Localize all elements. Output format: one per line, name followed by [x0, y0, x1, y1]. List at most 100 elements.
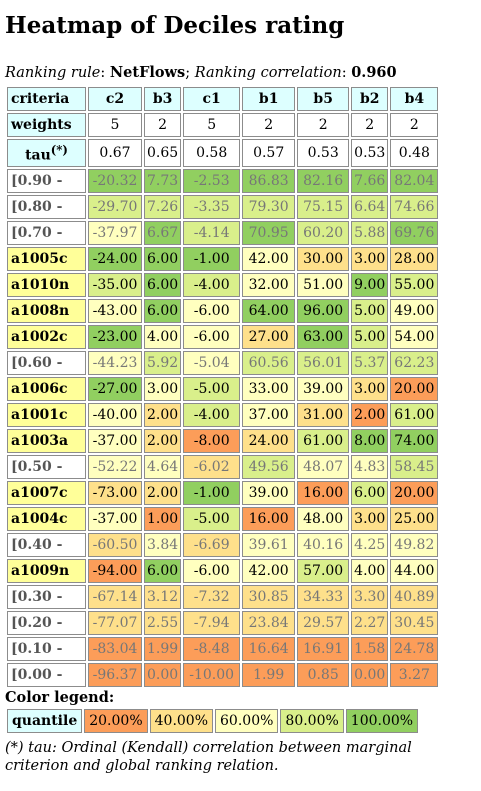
quantile-row: [0.70 - -37.97 6.67 -4.14 70.95 60.20 5.88 69.7…: [7, 220, 439, 245]
heatmap-cell: 3.00: [144, 376, 182, 401]
heatmap-cell: 3.00: [351, 246, 389, 271]
heatmap-cell: 3.30: [351, 584, 389, 609]
heatmap-cell: 28.00: [390, 246, 439, 271]
heatmap-cell: 39.00: [297, 376, 350, 401]
heatmap-cell: 51.00: [297, 272, 350, 297]
heatmap-cell: 0.00: [144, 662, 182, 687]
heatmap-cell: -2.53: [183, 168, 241, 193]
heatmap-cell: 56.01: [297, 350, 350, 375]
legend-swatch: 20.00%: [84, 709, 148, 733]
heatmap-cell: 82.04: [390, 168, 439, 193]
heatmap-cell: -10.00: [183, 662, 241, 687]
criterion-c1: c1: [183, 87, 241, 111]
color-legend: quantile 20.00% 40.00% 60.00% 80.00% 100.00%: [5, 707, 420, 735]
alternative-row: a1004c -37.00 1.00 -5.00 16.00 48.00 3.00 25.00: [7, 506, 439, 531]
heatmap-cell: 1.99: [144, 636, 182, 661]
legend-swatch: 100.00%: [345, 709, 419, 733]
quantile-row: [0.60 - -44.23 5.92 -5.04 60.56 56.01 5.37 62.2…: [7, 350, 439, 375]
heatmap-cell: -94.00: [88, 558, 142, 583]
heatmap-cell: -29.70: [88, 194, 142, 219]
quantile-row: [0.90 - -20.32 7.73 -2.53 86.83 82.16 7.66 82.0…: [7, 168, 439, 193]
tau-label-text: tau: [25, 147, 51, 164]
heatmap-cell: 58.45: [390, 454, 439, 479]
weight-value: 2: [144, 113, 182, 137]
heatmap-cell: 6.00: [144, 298, 182, 323]
quantile-row: [0.80 - -29.70 7.26 -3.35 79.30 75.15 6.64 74.6…: [7, 194, 439, 219]
legend-label: quantile: [7, 709, 83, 733]
heatmap-cell: 2.00: [144, 480, 182, 505]
heatmap-cell: -4.14: [183, 220, 241, 245]
quantile-label: [0.70 -: [7, 220, 86, 245]
quantile-row: [0.40 - -60.50 3.84 -6.69 39.61 40.16 4.25 49.8…: [7, 532, 439, 557]
heatmap-cell: 57.00: [297, 558, 350, 583]
criterion-b1: b1: [242, 87, 296, 111]
heatmap-cell: 49.82: [390, 532, 439, 557]
heatmap-cell: -96.37: [88, 662, 142, 687]
legend-title: Color legend:: [5, 689, 115, 706]
heatmap-cell: 96.00: [297, 298, 350, 323]
heatmap-cell: -73.00: [88, 480, 142, 505]
quantile-row: [0.00 - -96.37 0.00 -10.00 1.99 0.85 0.00 3.27: [7, 662, 439, 687]
heatmap-cell: 32.00: [242, 272, 296, 297]
criteria-header-row: criteria c2 b3 c1 b1 b5 b2 b4: [7, 87, 439, 111]
heatmap-cell: 25.00: [390, 506, 439, 531]
heatmap-cell: 9.00: [351, 272, 389, 297]
heatmap-cell: 49.56: [242, 454, 296, 479]
tau-value: 0.48: [390, 139, 439, 167]
alternative-row: a1002c -23.00 4.00 -6.00 27.00 63.00 5.00 54.00: [7, 324, 439, 349]
ranking-info: Ranking rule: NetFlows; Ranking correlat…: [5, 64, 397, 81]
heatmap-cell: 31.00: [297, 402, 350, 427]
heatmap-cell: -6.00: [183, 558, 241, 583]
heatmap-cell: 74.00: [390, 428, 439, 453]
weights-row: weights 5 2 5 2 2 2 2: [7, 113, 439, 137]
alternative-label: a1009n: [7, 558, 86, 583]
ranking-corr-value: 0.960: [351, 64, 397, 81]
quantile-row: [0.10 - -83.04 1.99 -8.48 16.64 16.91 1.58 24.7…: [7, 636, 439, 661]
heatmap-cell: -23.00: [88, 324, 142, 349]
heatmap-cell: 7.73: [144, 168, 182, 193]
heatmap-cell: 2.00: [144, 428, 182, 453]
alternative-row: a1005c -24.00 6.00 -1.00 42.00 30.00 3.00 28.00: [7, 246, 439, 271]
heatmap-cell: -5.04: [183, 350, 241, 375]
heatmap-cell: 6.00: [144, 272, 182, 297]
alternative-label: a1008n: [7, 298, 86, 323]
heatmap-cell: 42.00: [242, 558, 296, 583]
heatmap-cell: 4.64: [144, 454, 182, 479]
quantile-label: [0.80 -: [7, 194, 86, 219]
heatmap-cell: 4.00: [144, 324, 182, 349]
weight-value: 2: [297, 113, 350, 137]
alternative-label: a1007c: [7, 480, 86, 505]
heatmap-cell: 16.64: [242, 636, 296, 661]
heatmap-cell: 23.84: [242, 610, 296, 635]
alternative-row: a1001c -40.00 2.00 -4.00 37.00 31.00 2.00 61.00: [7, 402, 439, 427]
heatmap-cell: 27.00: [242, 324, 296, 349]
quantile-label: [0.40 -: [7, 532, 86, 557]
heatmap-cell: 8.00: [351, 428, 389, 453]
heatmap-cell: 69.76: [390, 220, 439, 245]
heatmap-cell: 34.33: [297, 584, 350, 609]
heatmap-cell: 4.00: [351, 558, 389, 583]
heatmap-cell: 2.00: [144, 402, 182, 427]
heatmap-cell: 60.56: [242, 350, 296, 375]
alternative-row: a1007c -73.00 2.00 -1.00 39.00 16.00 6.00 20.00: [7, 480, 439, 505]
heatmap-cell: -37.00: [88, 506, 142, 531]
heatmap-cell: -67.14: [88, 584, 142, 609]
tau-footnote-mark: (*): [50, 143, 68, 157]
weight-value: 5: [183, 113, 241, 137]
criteria-header-label: criteria: [7, 87, 86, 111]
heatmap-cell: 24.00: [242, 428, 296, 453]
heatmap-cell: -8.00: [183, 428, 241, 453]
quantile-label: [0.10 -: [7, 636, 86, 661]
heatmap-cell: 63.00: [297, 324, 350, 349]
heatmap-cell: -4.00: [183, 272, 241, 297]
tau-value: 0.67: [88, 139, 142, 167]
page-title: Heatmap of Deciles rating: [5, 12, 345, 39]
heatmap-cell: 44.00: [390, 558, 439, 583]
heatmap-cell: 74.66: [390, 194, 439, 219]
weight-value: 2: [390, 113, 439, 137]
heatmap-cell: 48.00: [297, 506, 350, 531]
heatmap-cell: 6.00: [351, 480, 389, 505]
alternative-row: a1009n -94.00 6.00 -6.00 42.00 57.00 4.00 44.00: [7, 558, 439, 583]
heatmap-cell: 64.00: [242, 298, 296, 323]
heatmap-cell: 6.00: [144, 558, 182, 583]
